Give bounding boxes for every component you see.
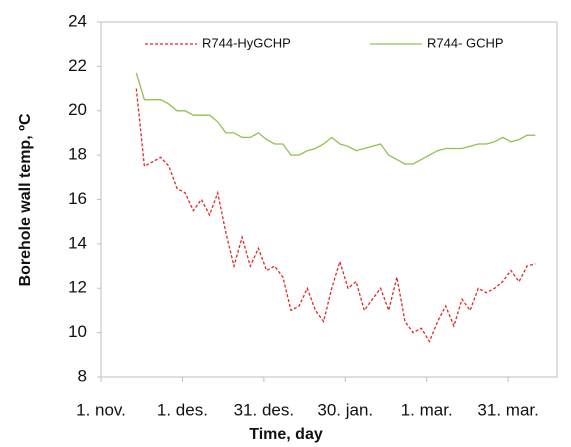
x-tick-label: 31. des. — [234, 400, 295, 419]
y-tick-label: 14 — [68, 233, 87, 252]
y-tick-label: 8 — [78, 366, 87, 385]
y-tick-label: 12 — [68, 278, 87, 297]
y-axis-label: Borehole wall temp, ºC — [17, 113, 34, 286]
data-line — [135, 88, 536, 343]
legend-label: R744-HyGCHP — [202, 35, 291, 50]
y-tick-label: 24 — [68, 11, 87, 30]
y-tick-label: 18 — [68, 145, 87, 164]
y-tick-label: 10 — [68, 322, 87, 341]
plot-frame — [100, 21, 558, 378]
y-tick-label: 16 — [68, 189, 87, 208]
x-tick-label: 31. mar. — [477, 400, 538, 419]
x-tick-label: 30. jan. — [317, 400, 373, 419]
y-tick-label: 22 — [68, 56, 87, 75]
legend-label: R744- GCHP — [427, 35, 504, 50]
x-tick-label: 1. nov. — [76, 400, 126, 419]
data-line — [135, 72, 536, 165]
x-tick-label: 1. des. — [157, 400, 208, 419]
y-tick-label: 20 — [68, 100, 87, 119]
x-tick-label: 1. mar. — [401, 400, 453, 419]
x-axis-label: Time, day — [249, 426, 323, 443]
